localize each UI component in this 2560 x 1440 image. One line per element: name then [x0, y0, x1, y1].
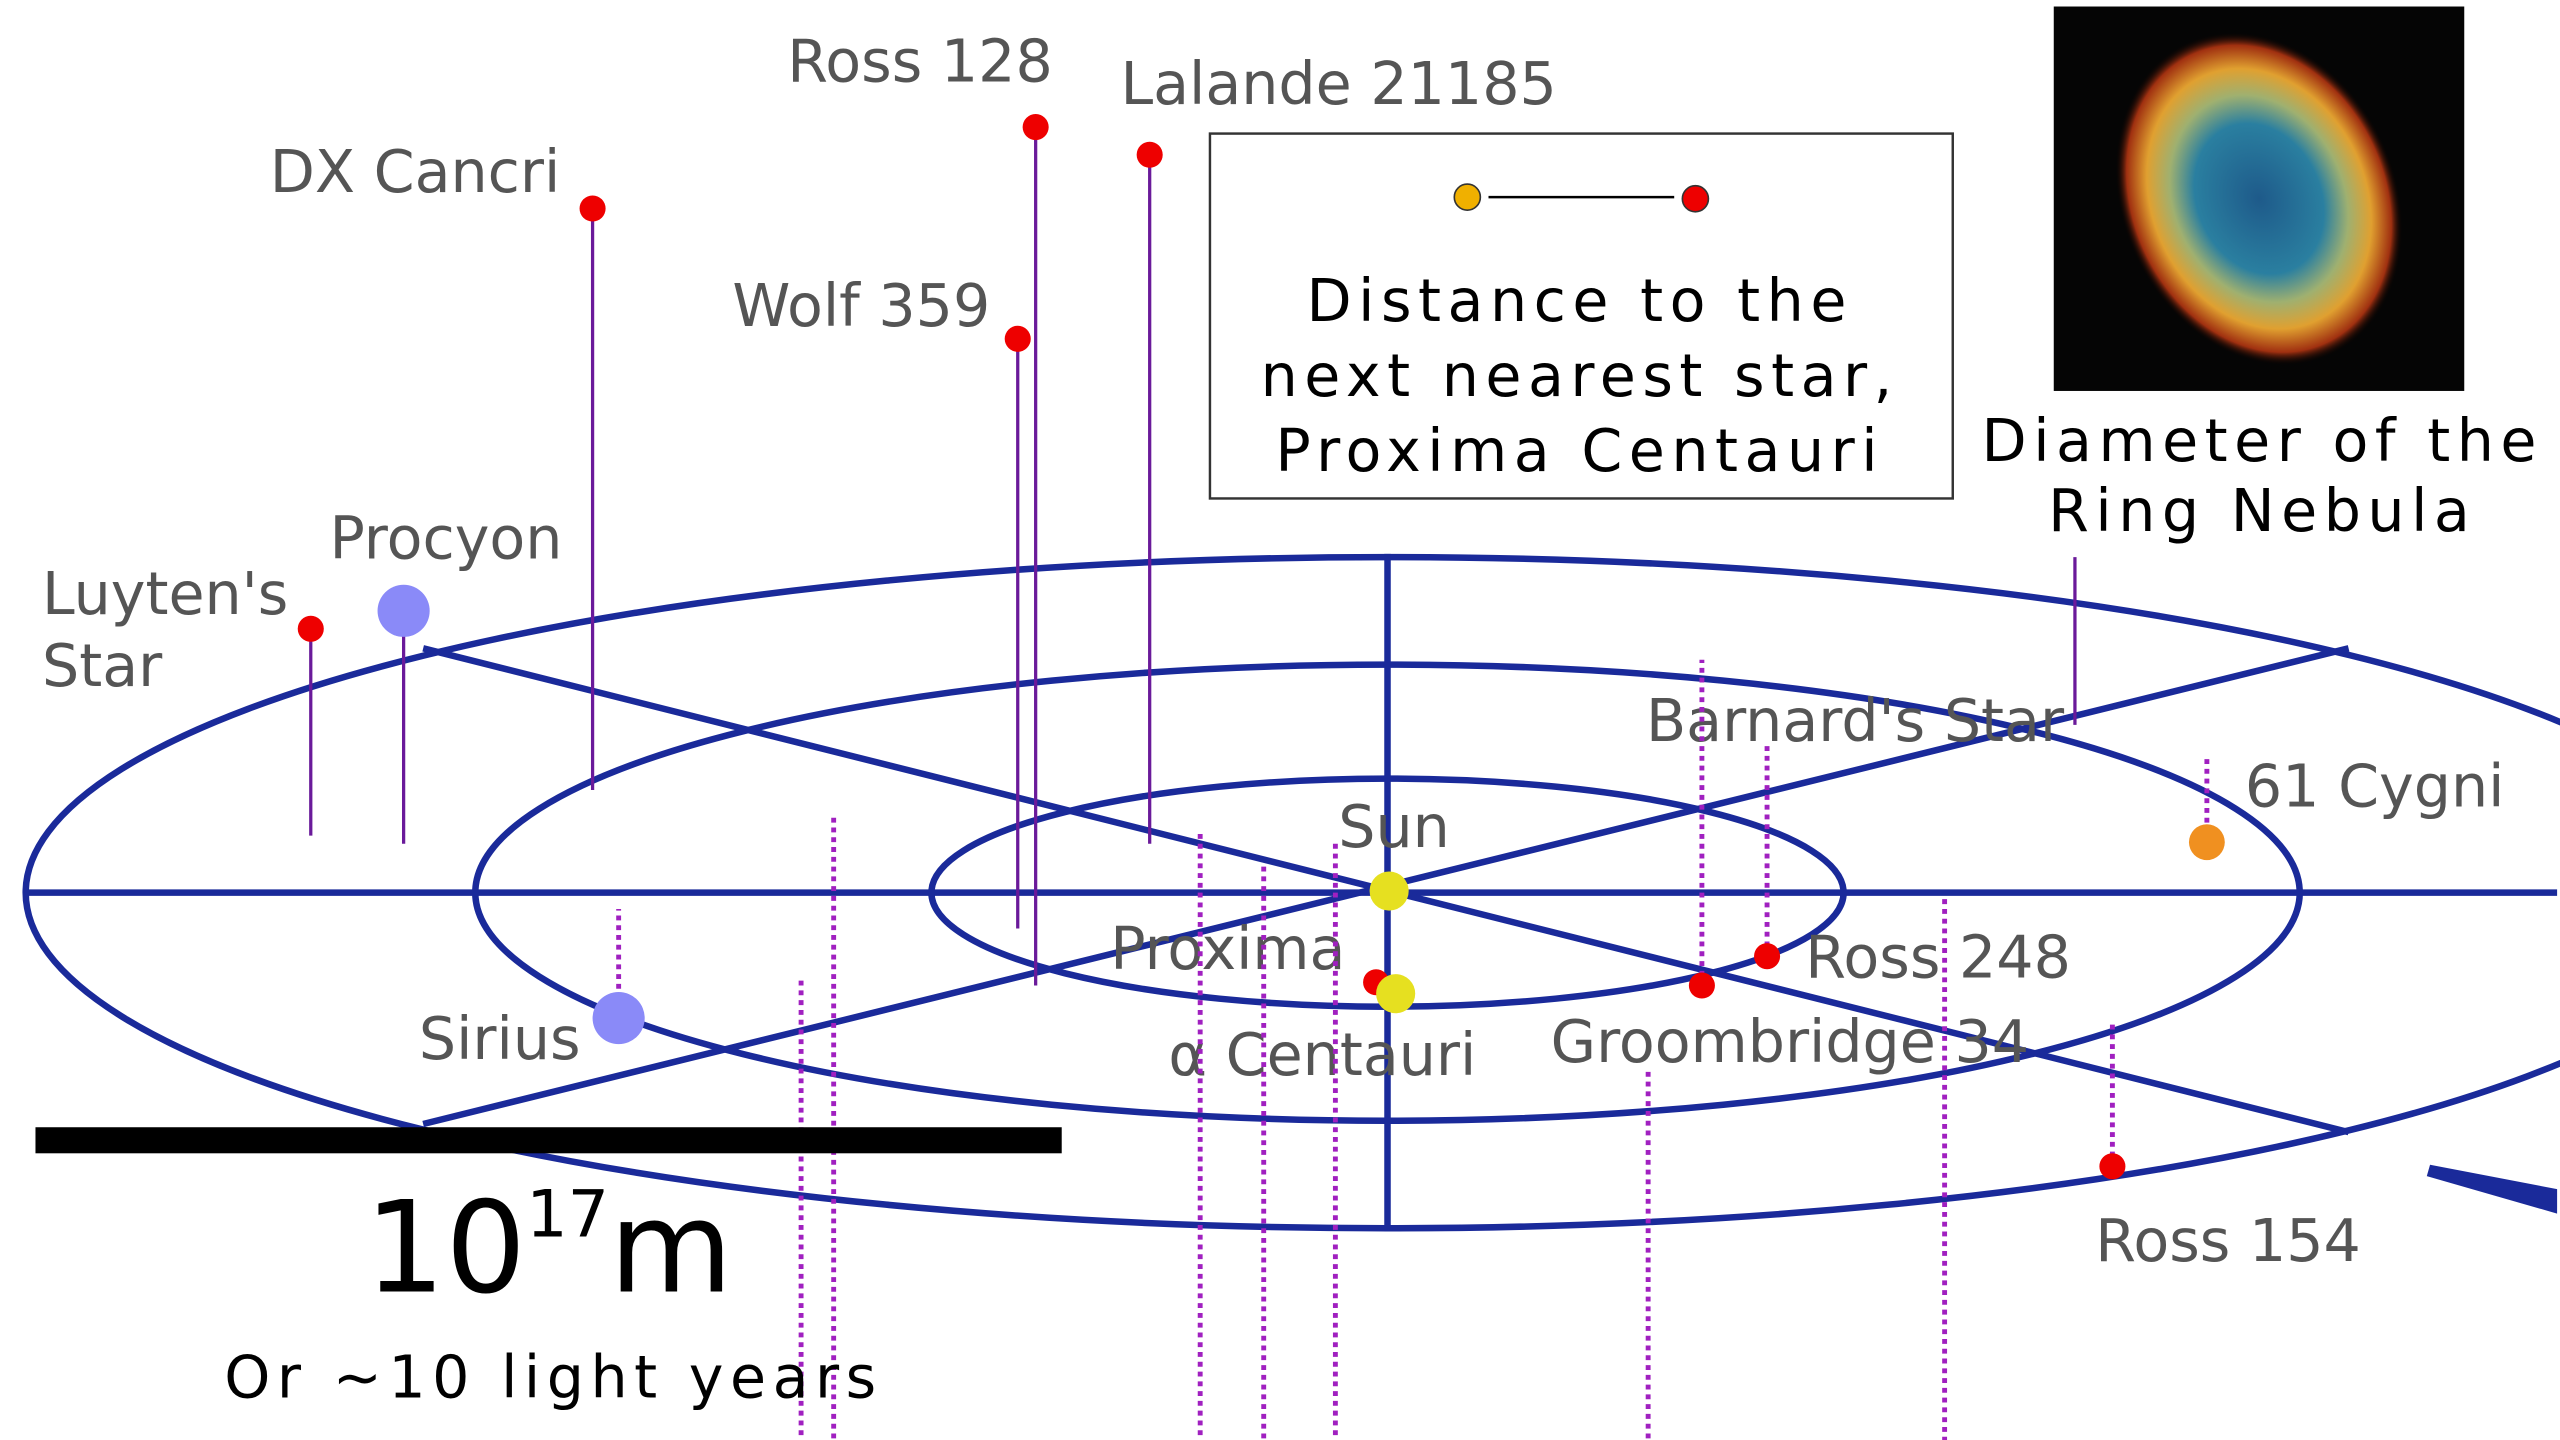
nebula-caption: Ring Nebula	[2048, 477, 2476, 545]
star-label: Barnard's Star	[1646, 687, 2065, 755]
star	[377, 584, 430, 637]
star	[297, 615, 324, 642]
star-label: 61 Cygni	[2245, 752, 2505, 820]
star-label: Proxima	[1110, 915, 1345, 983]
star-label: Ross 128	[787, 27, 1053, 95]
legend-text: next nearest star,	[1261, 342, 1899, 410]
scale-exp: 17	[526, 1177, 609, 1252]
star	[1136, 141, 1163, 168]
star	[1688, 972, 1715, 999]
star	[2099, 1153, 2126, 1180]
star-label: Lalande 21185	[1120, 50, 1556, 118]
scale-label: 1017m	[365, 1174, 733, 1322]
star-label: Sirius	[419, 1005, 581, 1073]
nebula	[2115, 31, 2403, 366]
star-label: DX Cancri	[270, 138, 561, 206]
star-label: α Centauri	[1168, 1021, 1476, 1089]
star	[579, 195, 606, 222]
legend-sun	[1453, 183, 1482, 211]
star-label: Ross 154	[2095, 1207, 2361, 1275]
star	[592, 992, 645, 1045]
star	[2188, 824, 2225, 861]
star-label: Wolf 359	[732, 272, 990, 340]
star-label: Star	[42, 632, 163, 700]
scale-unit: m	[609, 1174, 733, 1322]
scale-caption: Or ~10 light years	[224, 1344, 882, 1412]
legend-text: Proxima Centauri	[1275, 417, 1884, 485]
star-label: Luyten's	[42, 560, 288, 628]
star	[1376, 974, 1416, 1014]
arrow	[2426, 1164, 2558, 1214]
star-label: Groombridge 34	[1551, 1008, 2029, 1076]
legend-box	[1208, 132, 1954, 500]
stars: Ross 128 Lalande 21185 DX Cancri Wolf 359 Pr…	[42, 27, 2504, 1440]
star	[1004, 325, 1031, 352]
star-label: Procyon	[329, 505, 562, 573]
star	[1022, 114, 1049, 141]
star-label: Sun	[1338, 793, 1450, 861]
legend-text: Distance to the	[1307, 267, 1853, 335]
scale-bar	[35, 1127, 1062, 1154]
scale-base: 10	[365, 1174, 527, 1322]
star	[1754, 943, 1781, 970]
galactic-plane	[22, 553, 2560, 1232]
legend-proxima	[1681, 184, 1710, 213]
nebula-caption: Diameter of the	[1982, 407, 2543, 475]
star	[1369, 871, 1409, 911]
star-label: Ross 248	[1805, 923, 2071, 991]
